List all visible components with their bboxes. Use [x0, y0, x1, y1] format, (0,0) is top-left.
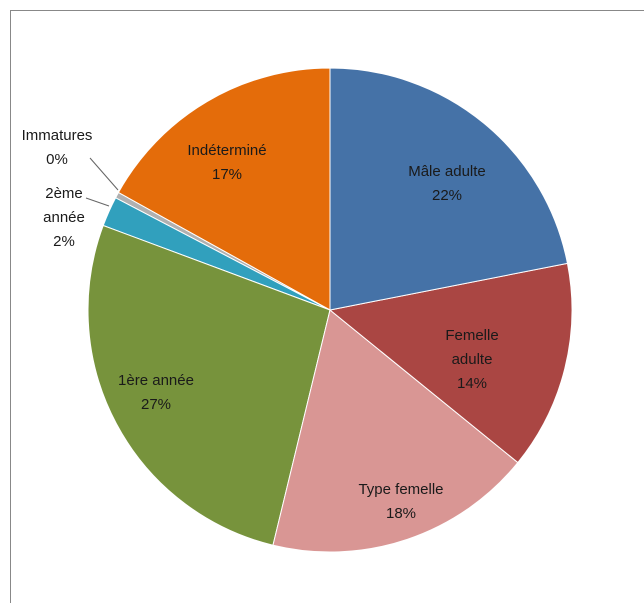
- slice-label: 2ème année 2%: [39, 182, 89, 254]
- leader-line: [85, 197, 110, 207]
- value-label: 2%: [53, 233, 75, 250]
- value-label: 17%: [211, 166, 243, 183]
- category-label: Indéterminé: [187, 142, 267, 159]
- pie-slice: [117, 67, 331, 311]
- pie-slice: [87, 224, 331, 546]
- category-label: 1ère année: [118, 372, 194, 389]
- value-label: 14%: [456, 375, 488, 392]
- pie-slice: [328, 262, 573, 464]
- category-label: 2ème année: [43, 185, 85, 226]
- slice-label: Type femelle 18%: [321, 478, 481, 526]
- slice-label: Immatures 0%: [0, 124, 117, 172]
- category-label: Immatures: [21, 127, 93, 144]
- slice-label: 1ère année 27%: [76, 369, 236, 417]
- slice-label: Indéterminé 17%: [147, 139, 307, 187]
- pie-slice: [272, 309, 519, 553]
- category-label: Mâle adulte: [408, 163, 486, 180]
- category-label: Type femelle: [358, 481, 444, 498]
- value-label: 27%: [140, 396, 172, 413]
- pie-slice: [329, 67, 569, 311]
- leader-line: [89, 157, 119, 191]
- category-label: Femelle adulte: [445, 327, 499, 368]
- chart-frame: [10, 10, 644, 603]
- value-label: 0%: [46, 151, 68, 168]
- slice-label: Femelle adulte 14%: [432, 324, 512, 396]
- value-label: 18%: [385, 505, 417, 522]
- slice-label: Mâle adulte 22%: [367, 160, 527, 208]
- value-label: 22%: [431, 187, 463, 204]
